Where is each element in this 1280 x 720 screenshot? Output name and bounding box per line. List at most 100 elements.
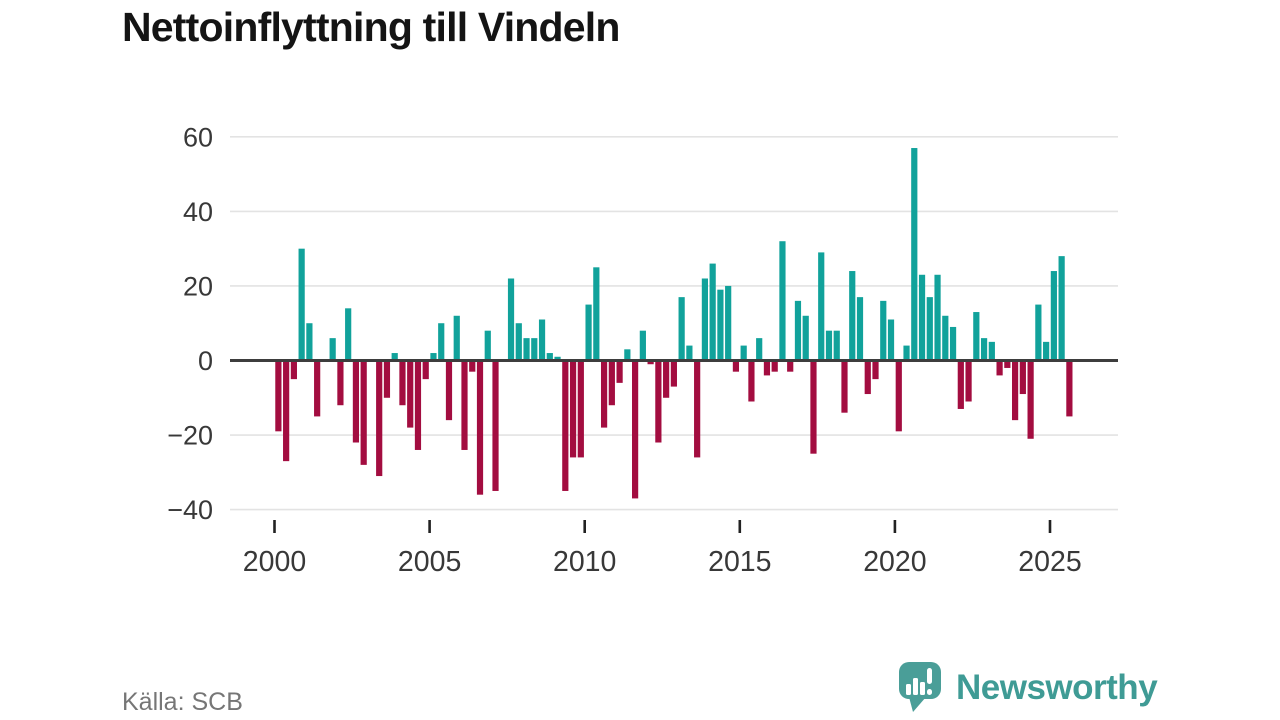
bar-2004q3 xyxy=(414,360,422,450)
logo-exclamation-stem xyxy=(927,668,932,684)
bar-2018q1 xyxy=(833,330,840,361)
bar-2019q3 xyxy=(880,300,887,361)
bar-2006q4 xyxy=(484,330,491,361)
bar-2010q1 xyxy=(585,304,592,361)
bar-2005q1 xyxy=(430,353,437,361)
bar-2018q3 xyxy=(849,271,856,361)
bar-2002q3 xyxy=(352,360,360,443)
bar-2019q1 xyxy=(864,360,871,395)
bar-2014q3 xyxy=(725,285,732,361)
bar-2017q1 xyxy=(802,315,809,361)
bar-2009q1 xyxy=(554,356,561,361)
bar-2018q2 xyxy=(841,360,848,413)
x-axis-label-2015: 2015 xyxy=(708,546,771,578)
bar-2023q1 xyxy=(988,341,995,361)
bar-2021q3 xyxy=(942,315,949,361)
bar-2013q1 xyxy=(678,297,685,361)
bar-2012q3 xyxy=(663,360,670,398)
bar-2001q1 xyxy=(306,323,313,361)
bar-2019q2 xyxy=(872,360,879,380)
bar-2000q2 xyxy=(283,360,290,462)
bar-2004q4 xyxy=(422,360,429,380)
bar-2012q4 xyxy=(670,360,677,387)
bar-2006q3 xyxy=(476,360,484,495)
bar-2016q2 xyxy=(779,241,786,361)
bar-2023q4 xyxy=(1012,360,1019,421)
bar-2021q2 xyxy=(934,274,941,361)
bar-2022q1 xyxy=(957,360,964,409)
bar-2003q3 xyxy=(383,360,391,398)
bar-2017q2 xyxy=(810,360,817,454)
bar-2008q2 xyxy=(531,338,538,361)
bar-2012q2 xyxy=(655,360,662,443)
bar-2024q3 xyxy=(1035,304,1042,361)
net-migration-bar-chart: 60 40 20 0 −20 −40 2000 2005 2010 2015 2020 2025 xyxy=(167,122,1118,578)
source-label: Källa: SCB xyxy=(122,688,243,716)
logo-bubble-tail xyxy=(909,697,926,712)
bar-2002q4 xyxy=(360,360,367,465)
bar-2010q3 xyxy=(600,360,608,428)
bar-2013q3 xyxy=(694,360,701,458)
logo-bar-medium xyxy=(920,682,925,695)
y-axis-label-20: 20 xyxy=(183,271,213,301)
bar-2002q2 xyxy=(345,308,352,361)
y-axis-label-0: 0 xyxy=(198,346,213,376)
logo-exclamation-dot xyxy=(927,689,932,695)
bar-2015q3 xyxy=(756,338,763,361)
bar-2011q4 xyxy=(639,330,646,361)
bar-2019q4 xyxy=(887,319,895,361)
bar-2018q4 xyxy=(856,297,864,361)
bar-2005q4 xyxy=(453,315,460,361)
bar-2000q4 xyxy=(298,248,305,361)
chart-title: Nettoinflyttning till Vindeln xyxy=(122,4,620,50)
bar-2023q3 xyxy=(1004,360,1011,368)
newsworthy-logo-icon xyxy=(899,662,941,712)
bar-2005q2 xyxy=(438,323,445,361)
bar-2021q1 xyxy=(926,297,933,361)
bar-2025q3 xyxy=(1066,360,1073,417)
bar-2025q2 xyxy=(1058,256,1065,361)
bar-2000q1 xyxy=(275,360,282,432)
bar-2017q3 xyxy=(818,252,825,361)
bar-2007q4 xyxy=(515,323,522,361)
bar-2011q3 xyxy=(632,360,639,499)
bar-2014q1 xyxy=(709,263,716,361)
bar-2008q1 xyxy=(523,338,530,361)
bar-2024q1 xyxy=(1019,360,1026,395)
logo-bar-small xyxy=(906,684,911,695)
bar-2006q2 xyxy=(469,360,476,372)
bar-2001q2 xyxy=(314,360,321,417)
x-axis-label-2020: 2020 xyxy=(863,546,926,578)
y-axis-label--20: −20 xyxy=(167,421,213,451)
bar-2007q3 xyxy=(507,278,515,361)
bar-2006q1 xyxy=(461,360,468,450)
bar-2011q2 xyxy=(624,349,631,361)
bar-2000q3 xyxy=(290,360,297,380)
logo-bar-tall xyxy=(913,678,918,695)
bar-2024q2 xyxy=(1027,360,1034,439)
bar-2003q4 xyxy=(391,353,398,361)
bar-2022q2 xyxy=(965,360,972,402)
brand-logo: Newsworthy xyxy=(898,661,1158,714)
bar-2009q4 xyxy=(577,360,584,458)
bar-2015q2 xyxy=(748,360,755,402)
bar-2025q1 xyxy=(1050,271,1057,361)
bar-2009q3 xyxy=(569,360,577,458)
bar-2022q3 xyxy=(973,312,980,361)
bar-2021q4 xyxy=(949,326,957,361)
bar-2020q3 xyxy=(911,148,918,361)
x-axis-label-2005: 2005 xyxy=(398,546,461,578)
bar-2004q1 xyxy=(399,360,406,406)
bar-2008q3 xyxy=(538,319,546,361)
bar-2009q2 xyxy=(562,360,569,491)
bar-2001q4 xyxy=(329,338,336,361)
y-axis-label--40: −40 xyxy=(167,495,213,525)
bar-2015q4 xyxy=(763,360,771,376)
bar-2010q2 xyxy=(593,267,600,361)
y-axis-label-60: 60 xyxy=(183,122,213,152)
bar-2014q2 xyxy=(717,289,724,361)
bar-2008q4 xyxy=(546,353,553,361)
bar-2014q4 xyxy=(732,360,740,372)
bar-2010q4 xyxy=(608,360,615,406)
bar-2004q2 xyxy=(407,360,414,428)
